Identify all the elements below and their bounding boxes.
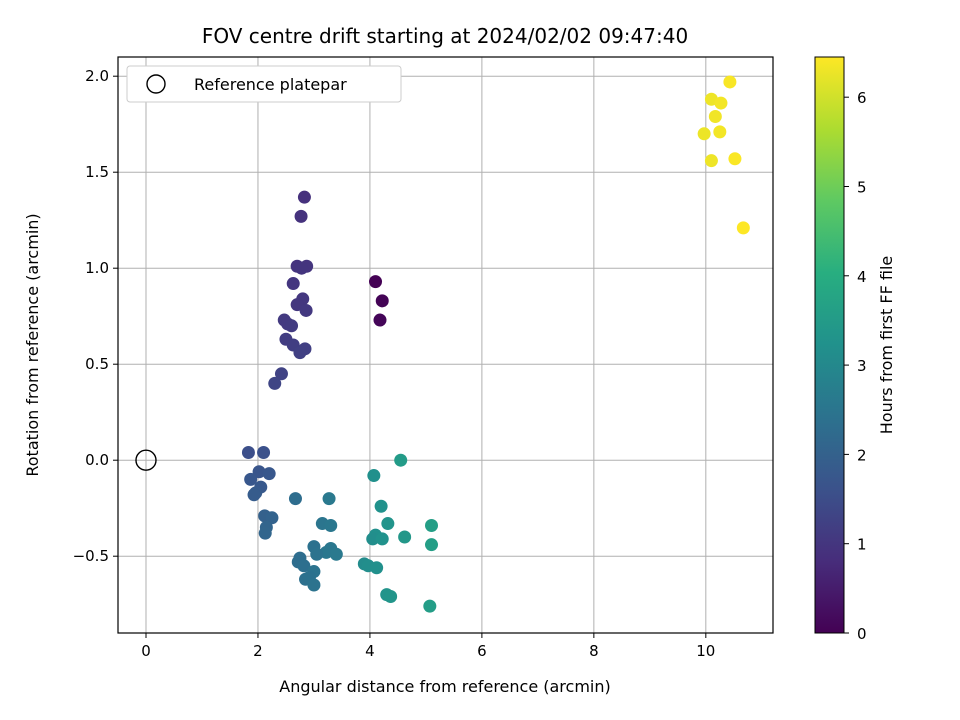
data-point bbox=[714, 96, 728, 110]
data-point bbox=[375, 532, 389, 546]
data-point bbox=[324, 518, 338, 532]
y-tick-label: 1.0 bbox=[85, 259, 109, 277]
colorbar-tick-label: 1 bbox=[857, 536, 867, 554]
data-point bbox=[258, 526, 272, 540]
y-tick-label: 2.0 bbox=[85, 67, 109, 85]
x-tick-label: 6 bbox=[477, 642, 487, 660]
data-point bbox=[294, 209, 308, 223]
data-point bbox=[697, 127, 711, 141]
colorbar-label: Hours from first FF file bbox=[877, 256, 896, 435]
y-tick-label: 0.5 bbox=[85, 355, 109, 373]
x-tick-label: 8 bbox=[589, 642, 599, 660]
data-point bbox=[374, 499, 388, 513]
data-point bbox=[375, 294, 389, 308]
grid-lines bbox=[118, 57, 773, 633]
reference-point bbox=[135, 449, 157, 471]
data-point bbox=[265, 511, 279, 525]
data-point bbox=[423, 599, 437, 613]
plot-frame bbox=[117, 56, 774, 634]
data-point bbox=[384, 590, 398, 604]
reference-marker bbox=[135, 449, 157, 471]
x-tick-label: 0 bbox=[141, 642, 151, 660]
data-point bbox=[369, 275, 383, 289]
data-point bbox=[736, 221, 750, 235]
data-point bbox=[293, 346, 307, 360]
data-point bbox=[425, 518, 439, 532]
data-point bbox=[299, 303, 313, 317]
data-point bbox=[370, 561, 384, 575]
data-point bbox=[367, 469, 381, 483]
data-point bbox=[247, 488, 261, 502]
data-point bbox=[244, 472, 258, 486]
y-tick-label: 1.5 bbox=[85, 163, 109, 181]
chart-title: FOV centre drift starting at 2024/02/02 … bbox=[202, 24, 688, 48]
y-tick-label: 0.0 bbox=[85, 451, 109, 469]
data-point bbox=[398, 530, 412, 544]
colorbar-tick-label: 6 bbox=[857, 89, 867, 107]
data-point bbox=[297, 559, 311, 573]
colorbar-gradient bbox=[814, 56, 845, 634]
legend-box bbox=[126, 65, 402, 103]
data-point bbox=[366, 532, 380, 546]
data-point bbox=[728, 152, 742, 166]
data-point bbox=[297, 190, 311, 204]
y-axis-label: Rotation from reference (arcmin) bbox=[23, 213, 42, 476]
data-point bbox=[708, 110, 722, 124]
colorbar-ticks: 0 1 2 3 4 5 6 bbox=[844, 89, 867, 643]
x-tick-label: 10 bbox=[696, 642, 715, 660]
x-tick-label: 4 bbox=[365, 642, 375, 660]
data-point bbox=[257, 446, 271, 460]
legend: Reference platepar bbox=[126, 65, 402, 103]
legend-marker-reference bbox=[146, 74, 166, 94]
colorbar-tick-label: 0 bbox=[857, 625, 867, 643]
data-point bbox=[286, 277, 300, 291]
data-points bbox=[241, 75, 750, 613]
legend-entry-reference: Reference platepar bbox=[194, 75, 347, 94]
data-point bbox=[723, 75, 737, 89]
data-point bbox=[322, 492, 336, 506]
data-point bbox=[285, 319, 299, 333]
y-tick-label: −0.5 bbox=[73, 547, 109, 565]
x-axis-label: Angular distance from reference (arcmin) bbox=[279, 677, 610, 696]
data-point bbox=[241, 446, 255, 460]
data-point bbox=[274, 367, 288, 381]
data-point bbox=[307, 578, 321, 592]
colorbar: 0 1 2 3 4 5 6 Hours from first FF file bbox=[814, 56, 896, 643]
data-point bbox=[381, 517, 395, 531]
y-axis-ticks: −0.5 0.0 0.5 1.0 1.5 2.0 bbox=[73, 67, 118, 565]
data-point bbox=[262, 467, 276, 481]
data-point bbox=[288, 492, 302, 506]
colorbar-tick-label: 3 bbox=[857, 357, 867, 375]
data-point bbox=[252, 465, 266, 479]
data-point bbox=[373, 313, 387, 327]
data-point bbox=[295, 261, 309, 275]
data-point bbox=[425, 538, 439, 552]
data-point bbox=[268, 376, 282, 390]
colorbar-tick-label: 4 bbox=[857, 268, 867, 286]
data-point bbox=[704, 154, 718, 168]
x-axis-ticks: 0 2 4 6 8 10 bbox=[141, 633, 715, 660]
colorbar-tick-label: 2 bbox=[857, 446, 867, 464]
data-point bbox=[310, 547, 324, 561]
colorbar-tick-label: 5 bbox=[857, 178, 867, 196]
data-point bbox=[713, 125, 727, 139]
data-point bbox=[329, 547, 343, 561]
x-tick-label: 2 bbox=[253, 642, 263, 660]
data-point bbox=[394, 453, 408, 467]
